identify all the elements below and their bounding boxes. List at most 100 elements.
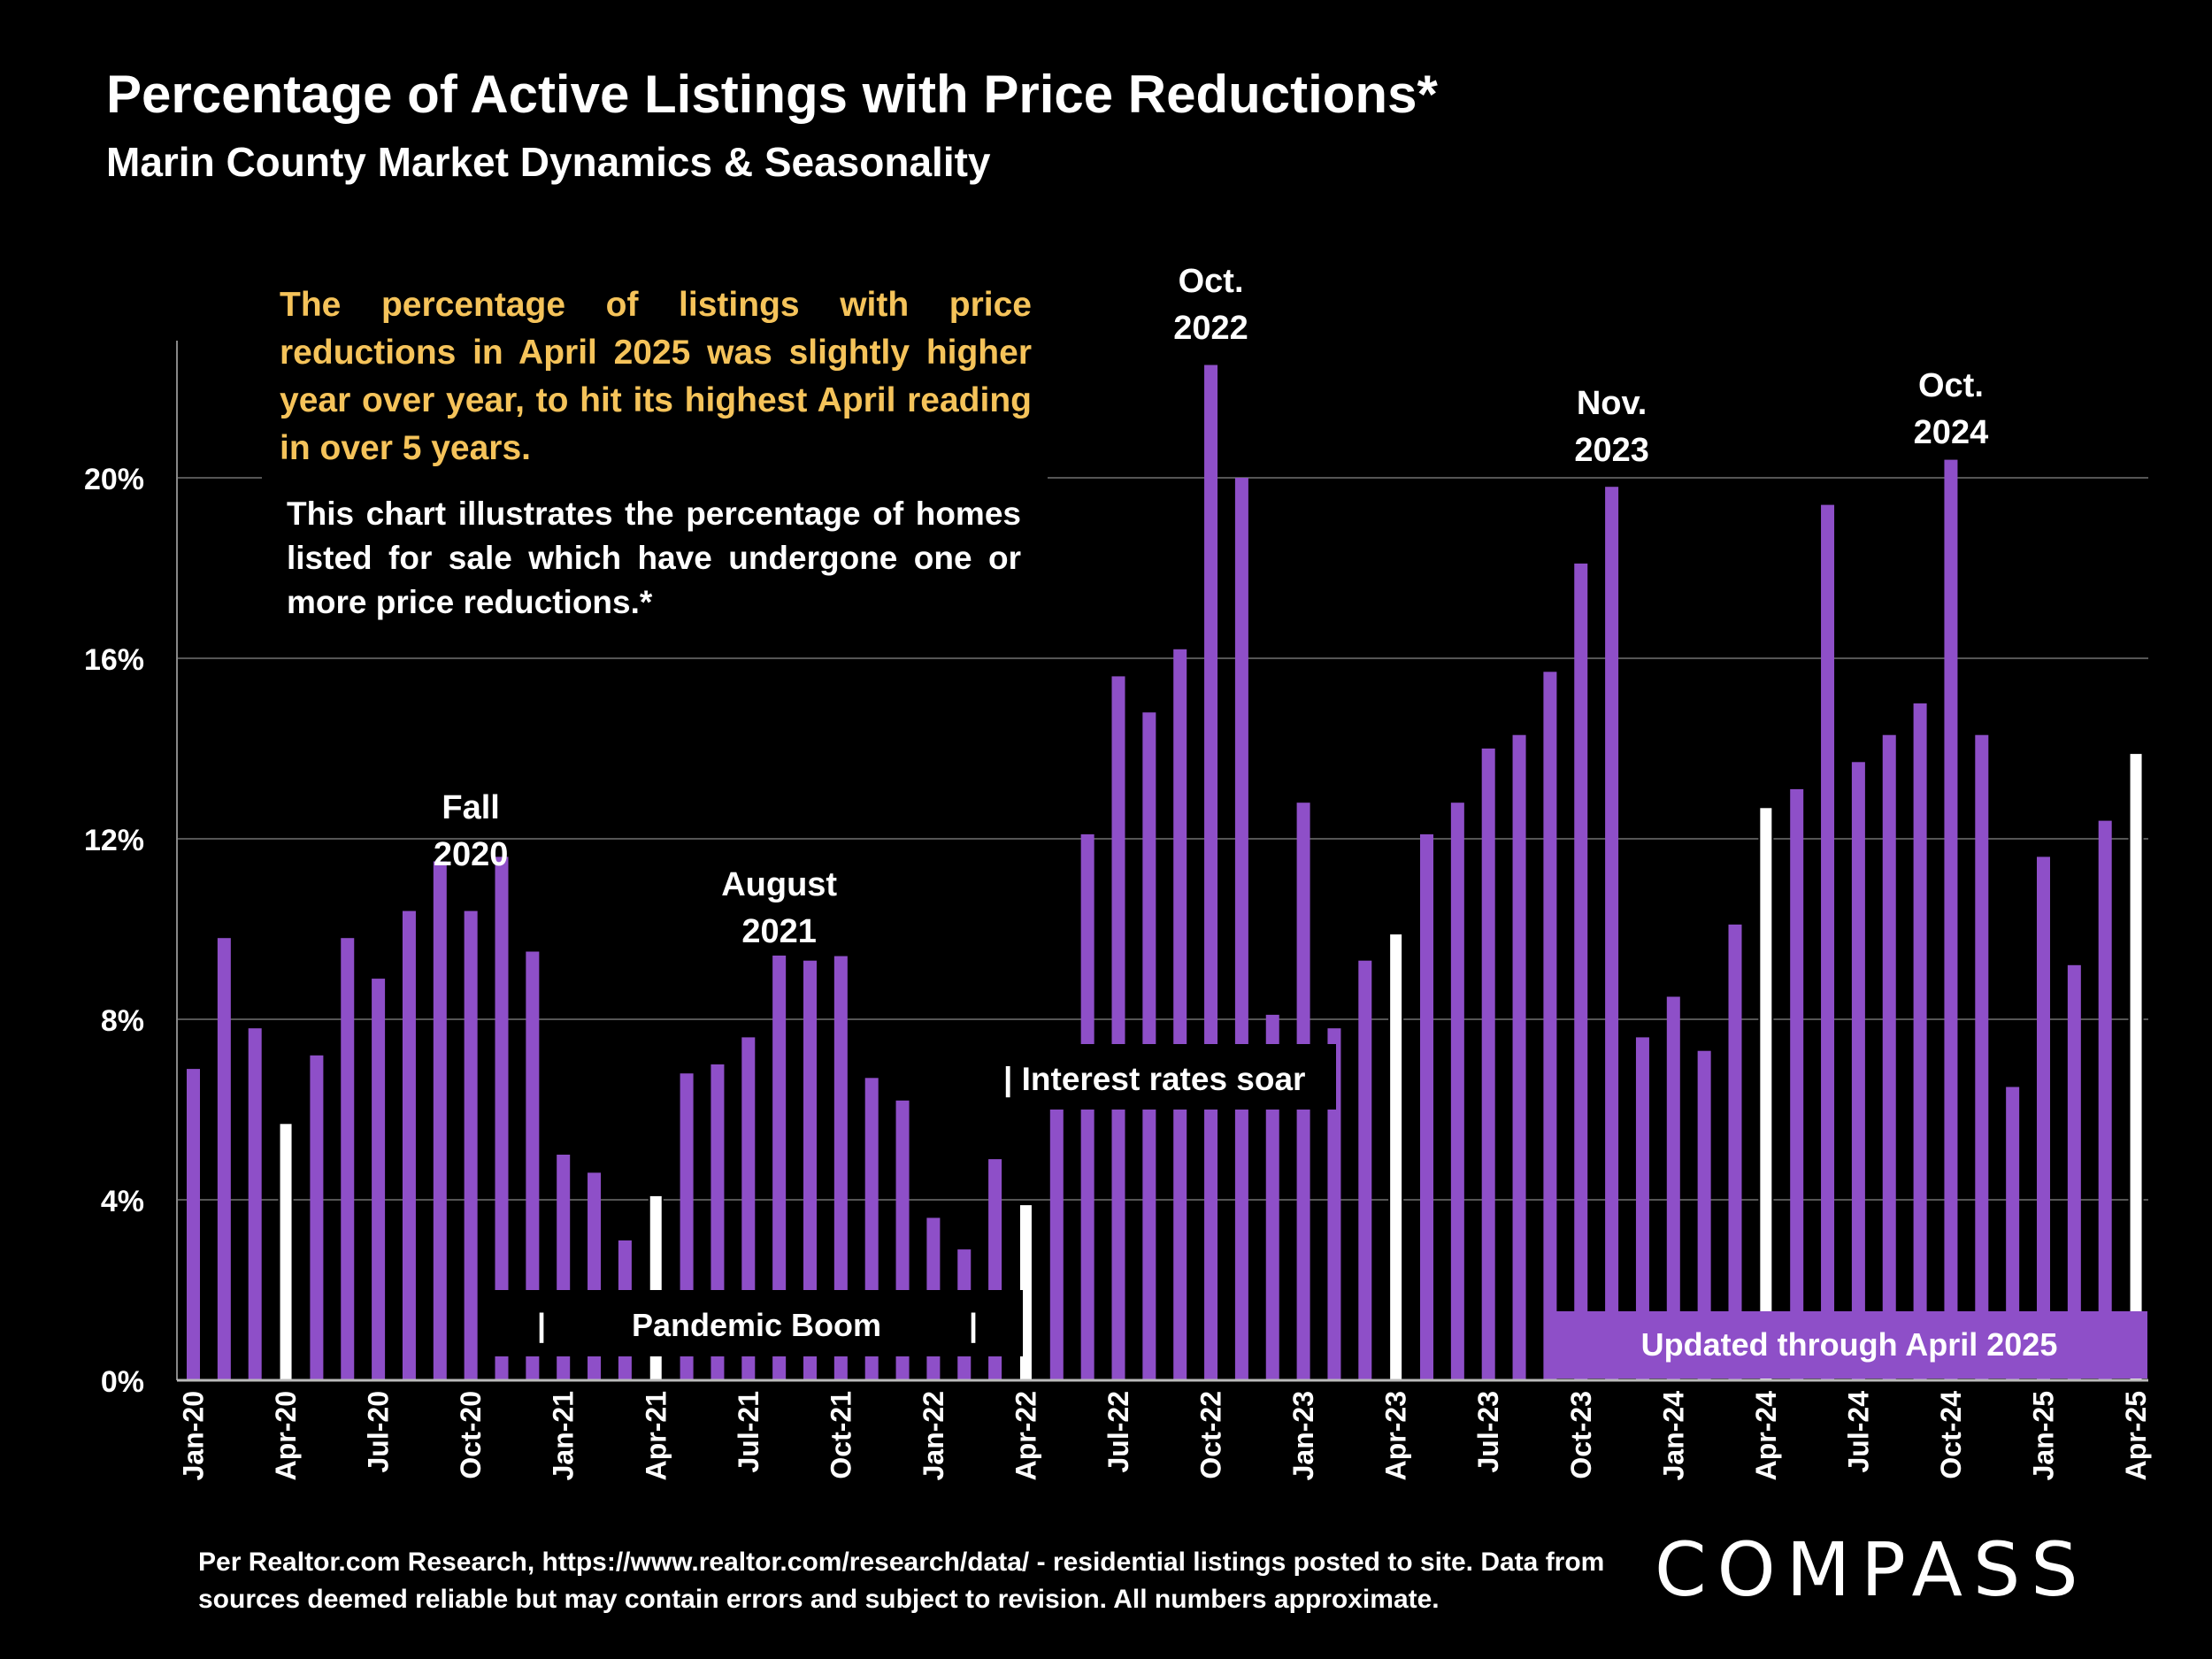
- peak-annotation: 2020: [434, 836, 509, 873]
- peak-annotation: Oct.: [1918, 367, 1984, 404]
- bar-sep-20: [433, 861, 447, 1380]
- x-tick-label: Apr-22: [1010, 1391, 1041, 1480]
- peak-annotation: August: [721, 866, 837, 903]
- bar-jul-20: [372, 979, 386, 1380]
- bar-may-23: [1420, 833, 1433, 1380]
- pandemic-boom-marker: |: [969, 1307, 978, 1344]
- bar-may-24: [1790, 788, 1804, 1380]
- bar-mar-20: [248, 1028, 262, 1380]
- x-tick-label: Jul-22: [1102, 1391, 1134, 1472]
- peak-annotation: 2023: [1574, 432, 1649, 469]
- bar-may-20: [310, 1055, 324, 1380]
- bar-nov-20: [495, 856, 509, 1380]
- x-tick-label: Oct-22: [1195, 1391, 1227, 1479]
- headline-note: The percentage of listings with price re…: [262, 281, 1048, 485]
- chart-title: Percentage of Active Listings with Price…: [106, 65, 1438, 124]
- x-tick-label: Jan-20: [178, 1391, 210, 1480]
- x-tick-label: Oct-20: [455, 1391, 487, 1479]
- bar-mar-24: [1728, 924, 1742, 1380]
- pandemic-boom-marker: |: [537, 1307, 546, 1344]
- x-tick-label: Jan-21: [548, 1391, 580, 1480]
- y-tick-label: 8%: [101, 1004, 144, 1038]
- interest-rates-label: | Interest rates soar: [1003, 1061, 1305, 1098]
- bar-apr-23: [1388, 933, 1404, 1381]
- peak-annotation: Oct.: [1179, 263, 1244, 300]
- bar-aug-23: [1512, 734, 1526, 1380]
- bar-aug-24: [1882, 734, 1896, 1380]
- bar-jun-20: [341, 938, 355, 1380]
- bar-mar-25: [2098, 820, 2112, 1380]
- bar-sep-22: [1173, 649, 1187, 1380]
- bar-jan-25: [2037, 856, 2050, 1380]
- compass-logo: COMPASS: [1655, 1526, 2089, 1613]
- bar-aug-21: [772, 938, 787, 1380]
- chart-subtitle: Marin County Market Dynamics & Seasonali…: [106, 139, 991, 185]
- peak-annotation: 2022: [1173, 310, 1248, 347]
- bar-jan-24: [1666, 996, 1680, 1380]
- bar-jul-22: [1111, 676, 1125, 1380]
- bar-nov-23: [1605, 487, 1619, 1380]
- bar-dec-24: [2006, 1087, 2020, 1380]
- bar-feb-20: [217, 938, 231, 1380]
- bar-apr-20: [278, 1122, 294, 1382]
- updated-banner: [1544, 1311, 2147, 1379]
- x-tick-label: Jul-24: [1842, 1391, 1874, 1473]
- y-tick-label: 12%: [84, 824, 144, 857]
- y-tick-label: 16%: [84, 643, 144, 677]
- x-tick-label: Jan-23: [1287, 1391, 1319, 1480]
- x-tick-label: Oct-23: [1565, 1391, 1597, 1479]
- bar-jun-24: [1821, 504, 1835, 1380]
- x-tick-label: Oct-24: [1935, 1391, 1967, 1479]
- interest-rates-band: [993, 1044, 1336, 1110]
- bar-oct-21: [833, 956, 848, 1380]
- x-tick-label: Apr-23: [1380, 1391, 1412, 1480]
- bar-jul-23: [1481, 749, 1495, 1380]
- x-tick-label: Jan-22: [918, 1391, 949, 1480]
- peak-annotation: 2021: [741, 913, 817, 950]
- bar-jul-24: [1851, 762, 1865, 1380]
- x-tick-label: Oct-21: [825, 1391, 856, 1479]
- peak-annotation: Nov.: [1577, 385, 1647, 422]
- bar-sep-23: [1543, 672, 1557, 1380]
- pandemic-boom-label: Pandemic Boom: [632, 1307, 881, 1343]
- x-tick-label: Jan-24: [1657, 1391, 1689, 1481]
- description-note: This chart illustrates the percentage of…: [271, 488, 1030, 637]
- bar-feb-25: [2067, 964, 2081, 1380]
- x-tick-label: Jul-21: [733, 1391, 764, 1472]
- bar-oct-24: [1944, 459, 1958, 1380]
- pandemic-boom-band: [485, 1290, 1023, 1356]
- bar-oct-23: [1574, 563, 1588, 1380]
- bar-apr-24: [1758, 806, 1774, 1381]
- bar-feb-24: [1697, 1050, 1711, 1380]
- x-tick-label: Jan-25: [2028, 1391, 2060, 1480]
- source-footnote: Per Realtor.com Research, https://www.re…: [198, 1548, 1605, 1614]
- bar-nov-22: [1234, 478, 1248, 1380]
- y-tick-label: 20%: [84, 463, 144, 496]
- peak-annotation: 2024: [1914, 414, 1989, 451]
- bar-jun-23: [1450, 803, 1464, 1380]
- bar-dec-20: [526, 951, 540, 1380]
- peak-annotation: Fall: [442, 789, 499, 826]
- bar-mar-23: [1358, 960, 1372, 1380]
- bar-oct-22: [1204, 365, 1218, 1380]
- annotation-backdrop: [686, 849, 872, 956]
- x-tick-label: Apr-25: [2120, 1391, 2152, 1480]
- x-tick-label: Apr-24: [1750, 1391, 1782, 1481]
- updated-label: Updated through April 2025: [1641, 1326, 2058, 1363]
- bar-dec-23: [1635, 1037, 1649, 1380]
- bar-oct-20: [464, 910, 478, 1380]
- bar-apr-25: [2128, 752, 2144, 1381]
- bar-sep-21: [803, 960, 817, 1380]
- x-tick-label: Jul-23: [1472, 1391, 1504, 1472]
- x-tick-label: Apr-21: [640, 1391, 672, 1480]
- y-tick-label: 4%: [101, 1185, 144, 1218]
- x-tick-label: Apr-20: [270, 1391, 302, 1480]
- y-tick-label: 0%: [101, 1365, 144, 1399]
- bar-aug-20: [402, 910, 416, 1380]
- bar-nov-24: [1975, 734, 1989, 1380]
- bar-sep-24: [1913, 703, 1927, 1380]
- x-tick-label: Jul-20: [363, 1391, 395, 1472]
- bar-may-22: [1049, 1104, 1064, 1380]
- bar-feb-23: [1327, 1028, 1341, 1380]
